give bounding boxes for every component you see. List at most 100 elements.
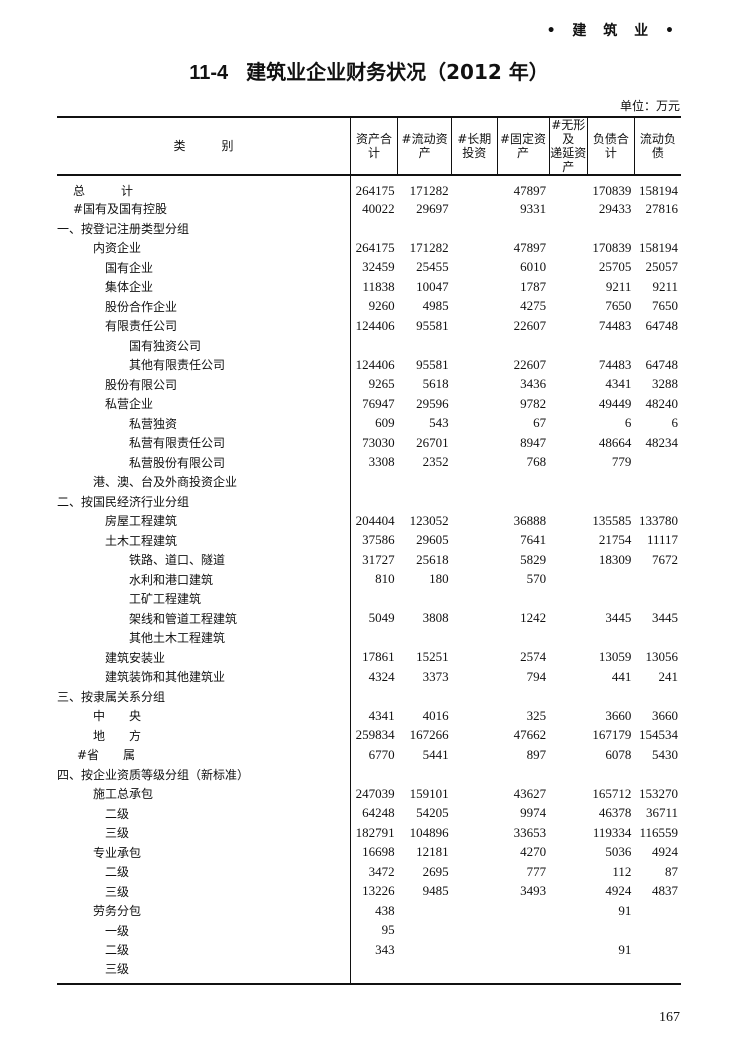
cell-value: [452, 940, 497, 960]
table-row: 劳务分包 438 91: [57, 901, 681, 921]
table-row: 总 计 264175 171282 47897 170839 158194: [57, 175, 681, 199]
cell-value: 5441: [422, 746, 449, 762]
cell-value: 768: [526, 454, 547, 470]
cell-value: 259834: [355, 727, 395, 743]
cell-value: [549, 843, 587, 863]
row-label: 专业承包: [57, 842, 351, 862]
cell-value: 3373: [422, 668, 449, 684]
cell-value: 3808: [422, 610, 449, 626]
row-label: 股份有限公司: [57, 374, 351, 394]
cell-value: [549, 433, 587, 453]
cell-value: 22607: [513, 356, 547, 372]
cell-value: 43627: [513, 785, 547, 801]
cell-value: 9782: [520, 395, 547, 411]
cell-value: [587, 336, 634, 356]
row-label: 港、澳、台及外商投资企业: [57, 472, 351, 492]
cell-value: 47897: [513, 182, 547, 198]
cell-value: 264175: [355, 182, 395, 198]
cell-value: [587, 765, 634, 785]
cell-value: [452, 297, 497, 317]
column-header: 流动负债: [633, 117, 681, 175]
table-row: 三级 182791 104896 33653 119334 116559: [57, 823, 681, 843]
cell-value: [587, 472, 634, 492]
table-row: 水利和港口建筑 810 180 570: [57, 569, 681, 590]
table-row: #省 属 6770 5441 897 6078 5430: [57, 745, 681, 765]
cell-value: 325: [526, 707, 547, 723]
cell-value: 37586: [362, 532, 395, 548]
cell-value: [452, 414, 497, 434]
table-row: 有限责任公司 124406 95581 22607 74483 64748: [57, 316, 681, 336]
table-row: 私营有限责任公司 73030 26701 8947 48664 48234: [57, 433, 681, 453]
row-label: 三级: [57, 881, 351, 901]
cell-value: 570: [526, 571, 547, 587]
cell-value: 3660: [605, 707, 632, 723]
row-label: 二级: [57, 862, 351, 882]
cell-value: 6: [671, 415, 679, 431]
unit-label: 单位：万元: [619, 99, 680, 113]
cell-value: 158194: [639, 182, 678, 198]
cell-value: [549, 355, 587, 375]
cell-value: [452, 765, 497, 785]
row-label: 建筑安装业: [57, 647, 351, 667]
table-row: 内资企业 264175 171282 47897 170839 158194: [57, 238, 681, 258]
cell-value: [452, 784, 497, 804]
cell-value: [549, 901, 587, 921]
cell-value: [497, 765, 549, 785]
row-label: 水利和港口建筑: [57, 569, 351, 589]
cell-value: 7672: [652, 551, 678, 567]
cell-value: [452, 258, 497, 278]
cell-value: 170839: [592, 182, 632, 198]
cell-value: 241: [658, 668, 679, 684]
row-label: 中 央: [57, 706, 351, 726]
cell-value: [587, 628, 634, 648]
table-row: 三级: [57, 959, 681, 984]
cell-value: [634, 219, 681, 239]
table-row: 工矿工程建筑: [57, 589, 681, 609]
cell-value: 10047: [416, 278, 449, 294]
cell-value: 13226: [362, 883, 395, 899]
table-row: 三级 13226 9485 3493 4924 4837: [57, 881, 681, 901]
cell-value: [549, 277, 587, 297]
cell-value: [452, 570, 497, 590]
row-label: 架线和管道工程建筑: [57, 608, 351, 628]
table-row: 二级 64248 54205 9974 46378 36711: [57, 803, 681, 824]
cell-value: 135585: [592, 512, 632, 528]
cell-value: 29596: [416, 395, 449, 411]
cell-value: 4985: [422, 298, 449, 314]
column-header: #固定资产: [496, 117, 550, 175]
cell-value: 2574: [520, 649, 547, 665]
cell-value: 9211: [652, 278, 678, 294]
cell-value: [452, 589, 497, 609]
cell-value: 204404: [355, 512, 395, 528]
table-row: 房屋工程建筑 204404 123052 36888 135585 133780: [57, 511, 681, 531]
cell-value: 49449: [598, 395, 632, 411]
cell-value: 810: [375, 571, 395, 587]
row-label: 国有企业: [57, 257, 351, 277]
row-label: 土木工程建筑: [57, 530, 351, 550]
cell-value: [452, 804, 497, 824]
cell-value: 13056: [645, 649, 679, 665]
cell-value: [549, 648, 587, 668]
cell-value: [497, 960, 549, 984]
cell-value: 167266: [409, 727, 449, 743]
table-row: 私营企业 76947 29596 9782 49449 48240: [57, 394, 681, 414]
cell-value: [549, 862, 587, 882]
cell-value: 2352: [422, 454, 449, 470]
table-row: 四、按企业资质等级分组（新标准）: [57, 764, 681, 785]
cell-value: 6: [624, 415, 632, 431]
cell-value: 40022: [362, 200, 395, 216]
cell-value: 47897: [513, 239, 547, 255]
cell-value: 6010: [520, 259, 547, 275]
cell-value: [497, 921, 549, 941]
cell-value: 3308: [368, 454, 395, 470]
row-label: 地 方: [57, 725, 351, 745]
cell-value: [398, 921, 452, 941]
table-row: 中 央 4341 4016 325 3660 3660: [57, 706, 681, 726]
cell-value: 9331: [520, 200, 547, 216]
row-label: 有限责任公司: [57, 316, 351, 336]
cell-value: [549, 238, 587, 258]
financial-table: 类 别资产合计 #流动资产 #长期投资 #固定资产 #无形及 递延资产 负债合计 流动负债 …: [57, 116, 681, 985]
cell-value: [549, 453, 587, 473]
cell-value: 4016: [422, 707, 449, 723]
cell-value: 153270: [639, 785, 678, 801]
